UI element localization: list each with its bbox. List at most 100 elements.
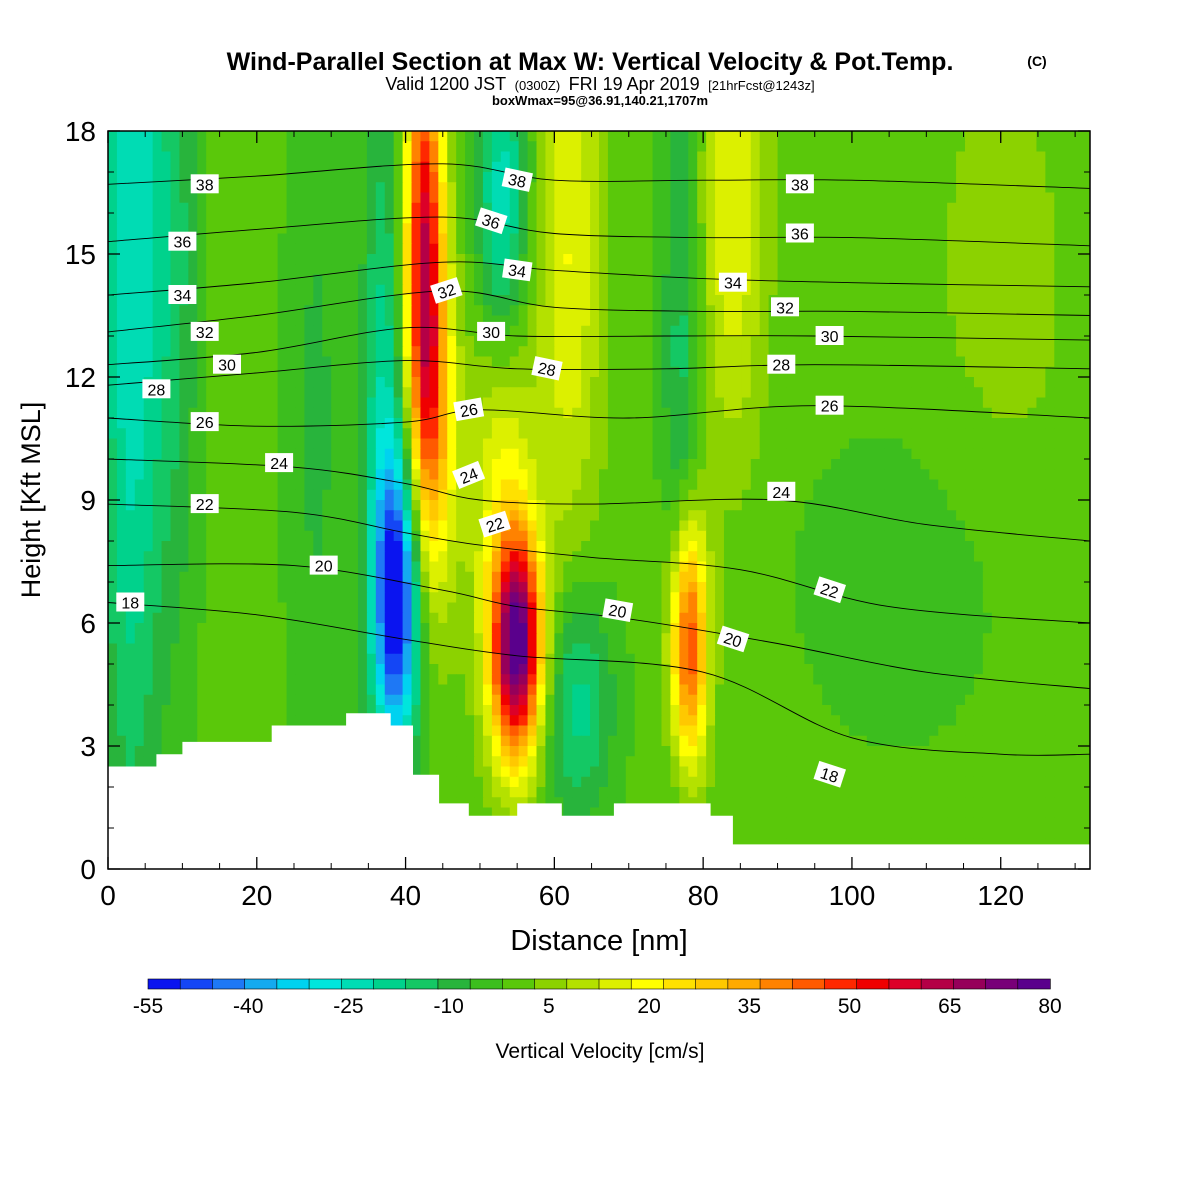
velocity-cell [304,305,314,317]
velocity-cell [982,571,993,583]
velocity-cell [349,315,359,327]
velocity-cell [973,520,984,532]
velocity-cell [813,561,823,573]
velocity-cell [938,551,948,563]
velocity-cell [491,489,502,501]
velocity-cell [947,284,957,296]
velocity-cell [1009,192,1020,204]
velocity-cell [402,438,413,450]
velocity-cell [527,407,538,419]
velocity-cell [295,561,305,573]
velocity-cell [982,459,993,470]
velocity-cell [500,284,511,296]
velocity-cell [563,315,573,327]
velocity-cell [768,459,779,470]
velocity-cell [482,551,493,563]
velocity-cell [938,151,948,163]
velocity-cell [545,141,555,153]
velocity-cell [920,172,930,183]
velocity-cell [643,284,654,296]
velocity-cell [188,571,198,583]
velocity-cell [1000,356,1011,368]
velocity-cell [706,571,716,583]
velocity-cell [491,161,502,173]
velocity-cell [777,407,788,419]
velocity-cell [188,428,198,440]
velocity-cell [241,500,252,511]
velocity-cell [1045,459,1055,470]
velocity-cell [563,459,573,470]
velocity-cell [991,284,1002,296]
velocity-cell [277,202,288,214]
velocity-cell [572,571,582,583]
velocity-cell [750,336,761,347]
velocity-cell [188,592,198,604]
velocity-cell [241,305,252,317]
velocity-cell [134,387,145,399]
velocity-cell [518,397,529,409]
velocity-cell [599,479,609,491]
velocity-cell [108,459,118,470]
velocity-cell [536,243,547,255]
velocity-cell [732,520,743,532]
velocity-cell [982,500,993,511]
velocity-cell [679,223,689,235]
velocity-cell [616,315,627,327]
velocity-cell [848,479,859,491]
velocity-cell [670,541,680,552]
velocity-cell [322,336,332,347]
velocity-cell [715,397,725,409]
velocity-cell [420,571,430,583]
velocity-cell [965,479,975,491]
velocity-cell [286,274,297,286]
velocity-cell [893,561,904,573]
velocity-cell [134,243,145,255]
velocity-cell [384,387,395,399]
velocity-cell [393,202,404,214]
velocity-cell [143,274,154,286]
velocity-cell [750,407,761,419]
velocity-cell [357,520,368,532]
velocity-cell [215,233,225,245]
velocity-cell [625,571,636,583]
velocity-cell [973,182,984,194]
velocity-cell [679,233,689,245]
velocity-cell [1009,520,1020,532]
velocity-cell [982,377,993,388]
velocity-cell [741,418,752,429]
velocity-cell [875,366,886,378]
velocity-cell [393,418,404,429]
velocity-cell [786,469,796,481]
velocity-cell [125,243,136,255]
velocity-cell [429,315,439,327]
velocity-cell [286,592,297,604]
velocity-cell [688,448,698,460]
velocity-cell [357,131,368,142]
velocity-cell [982,274,993,286]
velocity-cell [866,284,877,296]
velocity-cell [857,438,868,450]
velocity-cell [616,500,627,511]
velocity-cell [616,428,627,440]
velocity-cell [911,459,921,470]
velocity-cell [625,151,636,163]
velocity-cell [679,182,689,194]
velocity-cell [500,438,511,450]
velocity-cell [840,172,850,183]
velocity-cell [661,295,672,306]
velocity-cell [232,561,243,573]
velocity-cell [349,520,359,532]
velocity-cell [866,325,877,337]
velocity-cell [831,141,841,153]
velocity-cell [625,336,636,347]
velocity-cell [161,305,172,317]
velocity-cell [795,213,805,224]
velocity-cell [384,141,395,153]
velocity-cell [786,551,796,563]
velocity-cell [813,295,823,306]
velocity-cell [750,202,761,214]
velocity-cell [902,387,913,399]
velocity-cell [375,561,386,573]
velocity-cell [875,387,886,399]
velocity-cell [241,571,252,583]
